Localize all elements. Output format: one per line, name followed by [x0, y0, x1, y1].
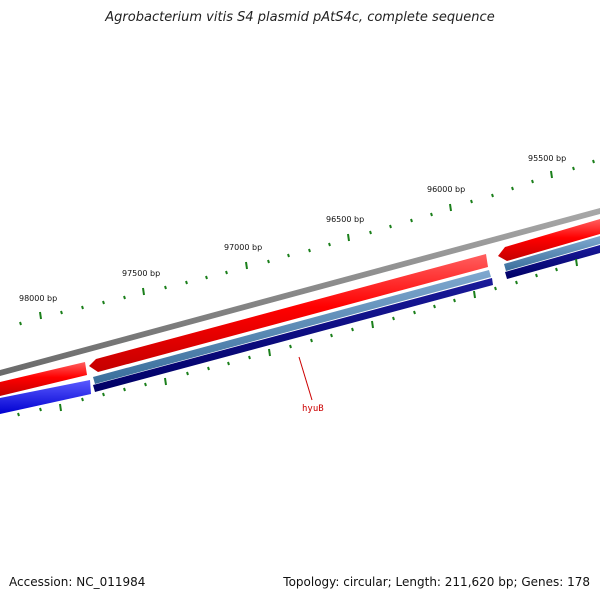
ruler-label-97500: 97500 bp: [122, 269, 160, 278]
reverse-cds-right[interactable]: [505, 245, 600, 279]
gene-label-hyub[interactable]: hyuB: [302, 404, 324, 414]
ruler-label-96000: 96000 bp: [427, 185, 465, 194]
gene-hyub-leader: [298, 356, 313, 401]
reverse-gene-left[interactable]: [0, 380, 91, 414]
ruler-label-98000: 98000 bp: [19, 294, 57, 303]
map-title: Agrobacterium vitis S4 plasmid pAtS4c, c…: [105, 10, 495, 25]
reverse-gene-track: [0, 245, 600, 414]
ruler-ticks: [19, 159, 595, 326]
inner-ruler-ticks: [17, 258, 578, 417]
cds-right[interactable]: [504, 236, 600, 271]
ruler-label-95500: 95500 bp: [528, 154, 566, 163]
topology-summary: Topology: circular; Length: 211,620 bp; …: [283, 575, 590, 589]
accession-text: Accession: NC_011984: [9, 575, 146, 589]
gene-hyub-arrow[interactable]: [89, 254, 488, 372]
forward-gene-track: [0, 219, 600, 396]
forward-cds-track: [93, 236, 600, 384]
reverse-cds-hyub[interactable]: [93, 278, 493, 392]
backbone-track: [0, 208, 600, 376]
forward-gene-left[interactable]: [0, 362, 87, 396]
ruler-label-97000: 97000 bp: [224, 243, 262, 252]
cds-hyub[interactable]: [93, 270, 491, 384]
forward-gene-right[interactable]: [498, 219, 600, 261]
ruler-label-96500: 96500 bp: [326, 215, 364, 224]
